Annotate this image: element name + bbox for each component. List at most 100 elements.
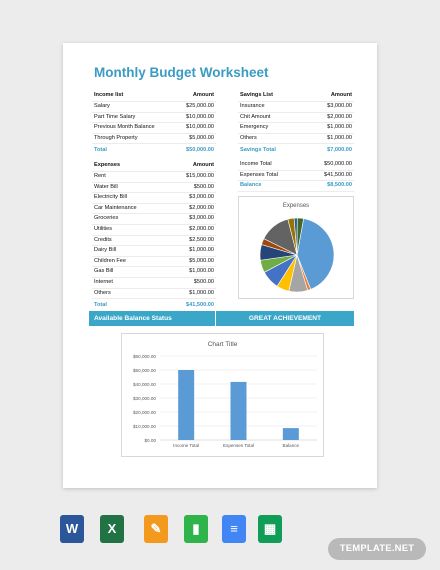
table-cell: $2,500.00 [165, 235, 216, 247]
table-cell: Chit Amount [238, 112, 306, 124]
table-row: Emergency $1,000.00 [238, 122, 354, 134]
total-row: Total $41,500.00 [92, 299, 216, 312]
table-cell: Income Total [238, 160, 304, 171]
column-header: Income list [92, 90, 175, 102]
template-watermark: TEMPLATE.NET [328, 538, 426, 560]
app-glyph: X [107, 521, 117, 536]
bar-chart-title: Chart Title [207, 341, 238, 348]
column-header: Expenses [92, 160, 166, 172]
y-tick-label: $60,000.00 [133, 354, 156, 359]
balance-bar-chart: Chart Title $0.00 $10,000.00 $20,000.00 $30… [121, 333, 324, 457]
table-row: Internet $500.00 [92, 277, 216, 289]
app-glyph: ≡ [230, 521, 238, 536]
table-cell: Through Property [92, 133, 175, 145]
google-docs-icon[interactable]: ≡ [222, 515, 246, 543]
pie-slice-others [296, 217, 304, 256]
table-cell: $3,000.00 [305, 101, 354, 113]
table-cell: Total [94, 302, 107, 309]
table-cell: Electricity Bill [92, 192, 166, 204]
table-row: Rent $15,000.00 [92, 171, 216, 183]
pie-slice-rent [296, 218, 335, 290]
summary-table: Income Total $50,000.00 Expenses Total $41… [238, 160, 354, 192]
table-cell: $3,000.00 [165, 213, 216, 225]
table-row: Gas Bill $1,000.00 [92, 266, 216, 278]
table-cell: $5,000.00 [174, 133, 216, 145]
status-label: Available Balance Status [94, 315, 172, 322]
table-cell: $41,500.00 [186, 302, 214, 309]
table-row: Dairy Bill $1,000.00 [92, 245, 216, 257]
table-row: Income Total $50,000.00 [238, 160, 354, 171]
table-cell: $1,000.00 [305, 133, 354, 145]
table-cell: Children Fee [92, 256, 166, 268]
balance-status-bar: Available Balance Status GREAT ACHIEVEME… [89, 311, 354, 326]
bar-chart-plot: $0.00 $10,000.00 $20,000.00 $30,000.00 $40,0… [133, 354, 317, 448]
y-tick-label: $40,000.00 [133, 382, 156, 387]
table-cell: $1,000.00 [165, 288, 216, 300]
google-sheets-icon[interactable]: ▦ [258, 515, 282, 543]
table-cell: $500.00 [165, 182, 216, 194]
table-cell: Savings Total [240, 147, 276, 154]
income-table: Income list Amount Salary $25,000.00 Part… [92, 90, 216, 156]
table-row: Credits $2,500.00 [92, 235, 216, 247]
table-cell: $1,000.00 [305, 122, 354, 134]
table-cell: $10,000.00 [174, 122, 216, 134]
y-tick-label: $30,000.00 [133, 396, 156, 401]
numbers-icon[interactable]: ▮ [184, 515, 208, 543]
table-cell: $1,000.00 [165, 245, 216, 257]
table-cell: $2,000.00 [165, 203, 216, 215]
app-glyph: ▮ [192, 521, 200, 536]
table-row: Previous Month Balance $10,000.00 [92, 122, 216, 134]
pages-icon[interactable]: ✎ [144, 515, 168, 543]
table-cell: Credits [92, 235, 166, 247]
table-cell: $10,000.00 [174, 112, 216, 124]
table-cell: $50,000.00 [186, 147, 214, 154]
pie-chart-plot [259, 217, 335, 293]
table-row: Car Maintenance $2,000.00 [92, 203, 216, 215]
table-cell: Others [92, 288, 166, 300]
table-cell: Salary [92, 101, 175, 113]
table-cell: $15,000.00 [165, 171, 216, 183]
table-header-row: Savings List Amount [238, 90, 354, 102]
expenses-table: Expenses Amount Rent $15,000.00 Water Bil… [92, 160, 216, 311]
column-header: Amount [174, 90, 216, 102]
table-row: Through Property $5,000.00 [92, 133, 216, 145]
column-header: Amount [305, 90, 354, 102]
table-row: Groceries $3,000.00 [92, 213, 216, 225]
table-cell: Previous Month Balance [92, 122, 175, 134]
table-cell: $7,000.00 [327, 147, 352, 154]
table-cell: $25,000.00 [174, 101, 216, 113]
status-value: GREAT ACHIEVEMENT [248, 315, 322, 322]
worksheet-page: Monthly Budget Worksheet Income list Amo… [63, 43, 377, 488]
bar-balance [282, 428, 299, 440]
table-cell: Insurance [238, 101, 306, 113]
table-cell: Water Bill [92, 182, 166, 194]
table-cell: Internet [92, 277, 166, 289]
balance-row: Balance $8,500.00 [238, 180, 354, 192]
app-glyph: W [65, 521, 79, 536]
table-cell: Part Time Salary [92, 112, 175, 124]
table-row: Salary $25,000.00 [92, 101, 216, 113]
table-cell: Rent [92, 171, 166, 183]
excel-icon[interactable]: X [100, 515, 124, 543]
table-header-row: Expenses Amount [92, 160, 216, 172]
table-header-row: Income list Amount [92, 90, 216, 102]
page-title: Monthly Budget Worksheet [94, 65, 269, 80]
bar-expenses-total [230, 381, 247, 440]
table-cell: $41,500.00 [303, 170, 354, 182]
word-icon[interactable]: W [60, 515, 84, 543]
table-row: Utilities $2,000.00 [92, 224, 216, 236]
x-tick-label: Expenses Total [223, 443, 254, 448]
table-row: Others $1,000.00 [238, 133, 354, 145]
table-row: Others $1,000.00 [92, 288, 216, 300]
table-cell: Others [238, 133, 306, 145]
table-cell: Gas Bill [92, 266, 166, 278]
table-cell: $2,000.00 [165, 224, 216, 236]
table-row: Children Fee $5,000.00 [92, 256, 216, 268]
table-row: Chit Amount $2,000.00 [238, 112, 354, 124]
table-cell: Groceries [92, 213, 166, 225]
table-cell: Expenses Total [238, 170, 304, 182]
x-tick-label: Balance [283, 443, 300, 448]
table-row: Expenses Total $41,500.00 [238, 170, 354, 182]
pie-chart-title: Expenses [282, 203, 310, 209]
table-cell: Total [94, 147, 107, 154]
